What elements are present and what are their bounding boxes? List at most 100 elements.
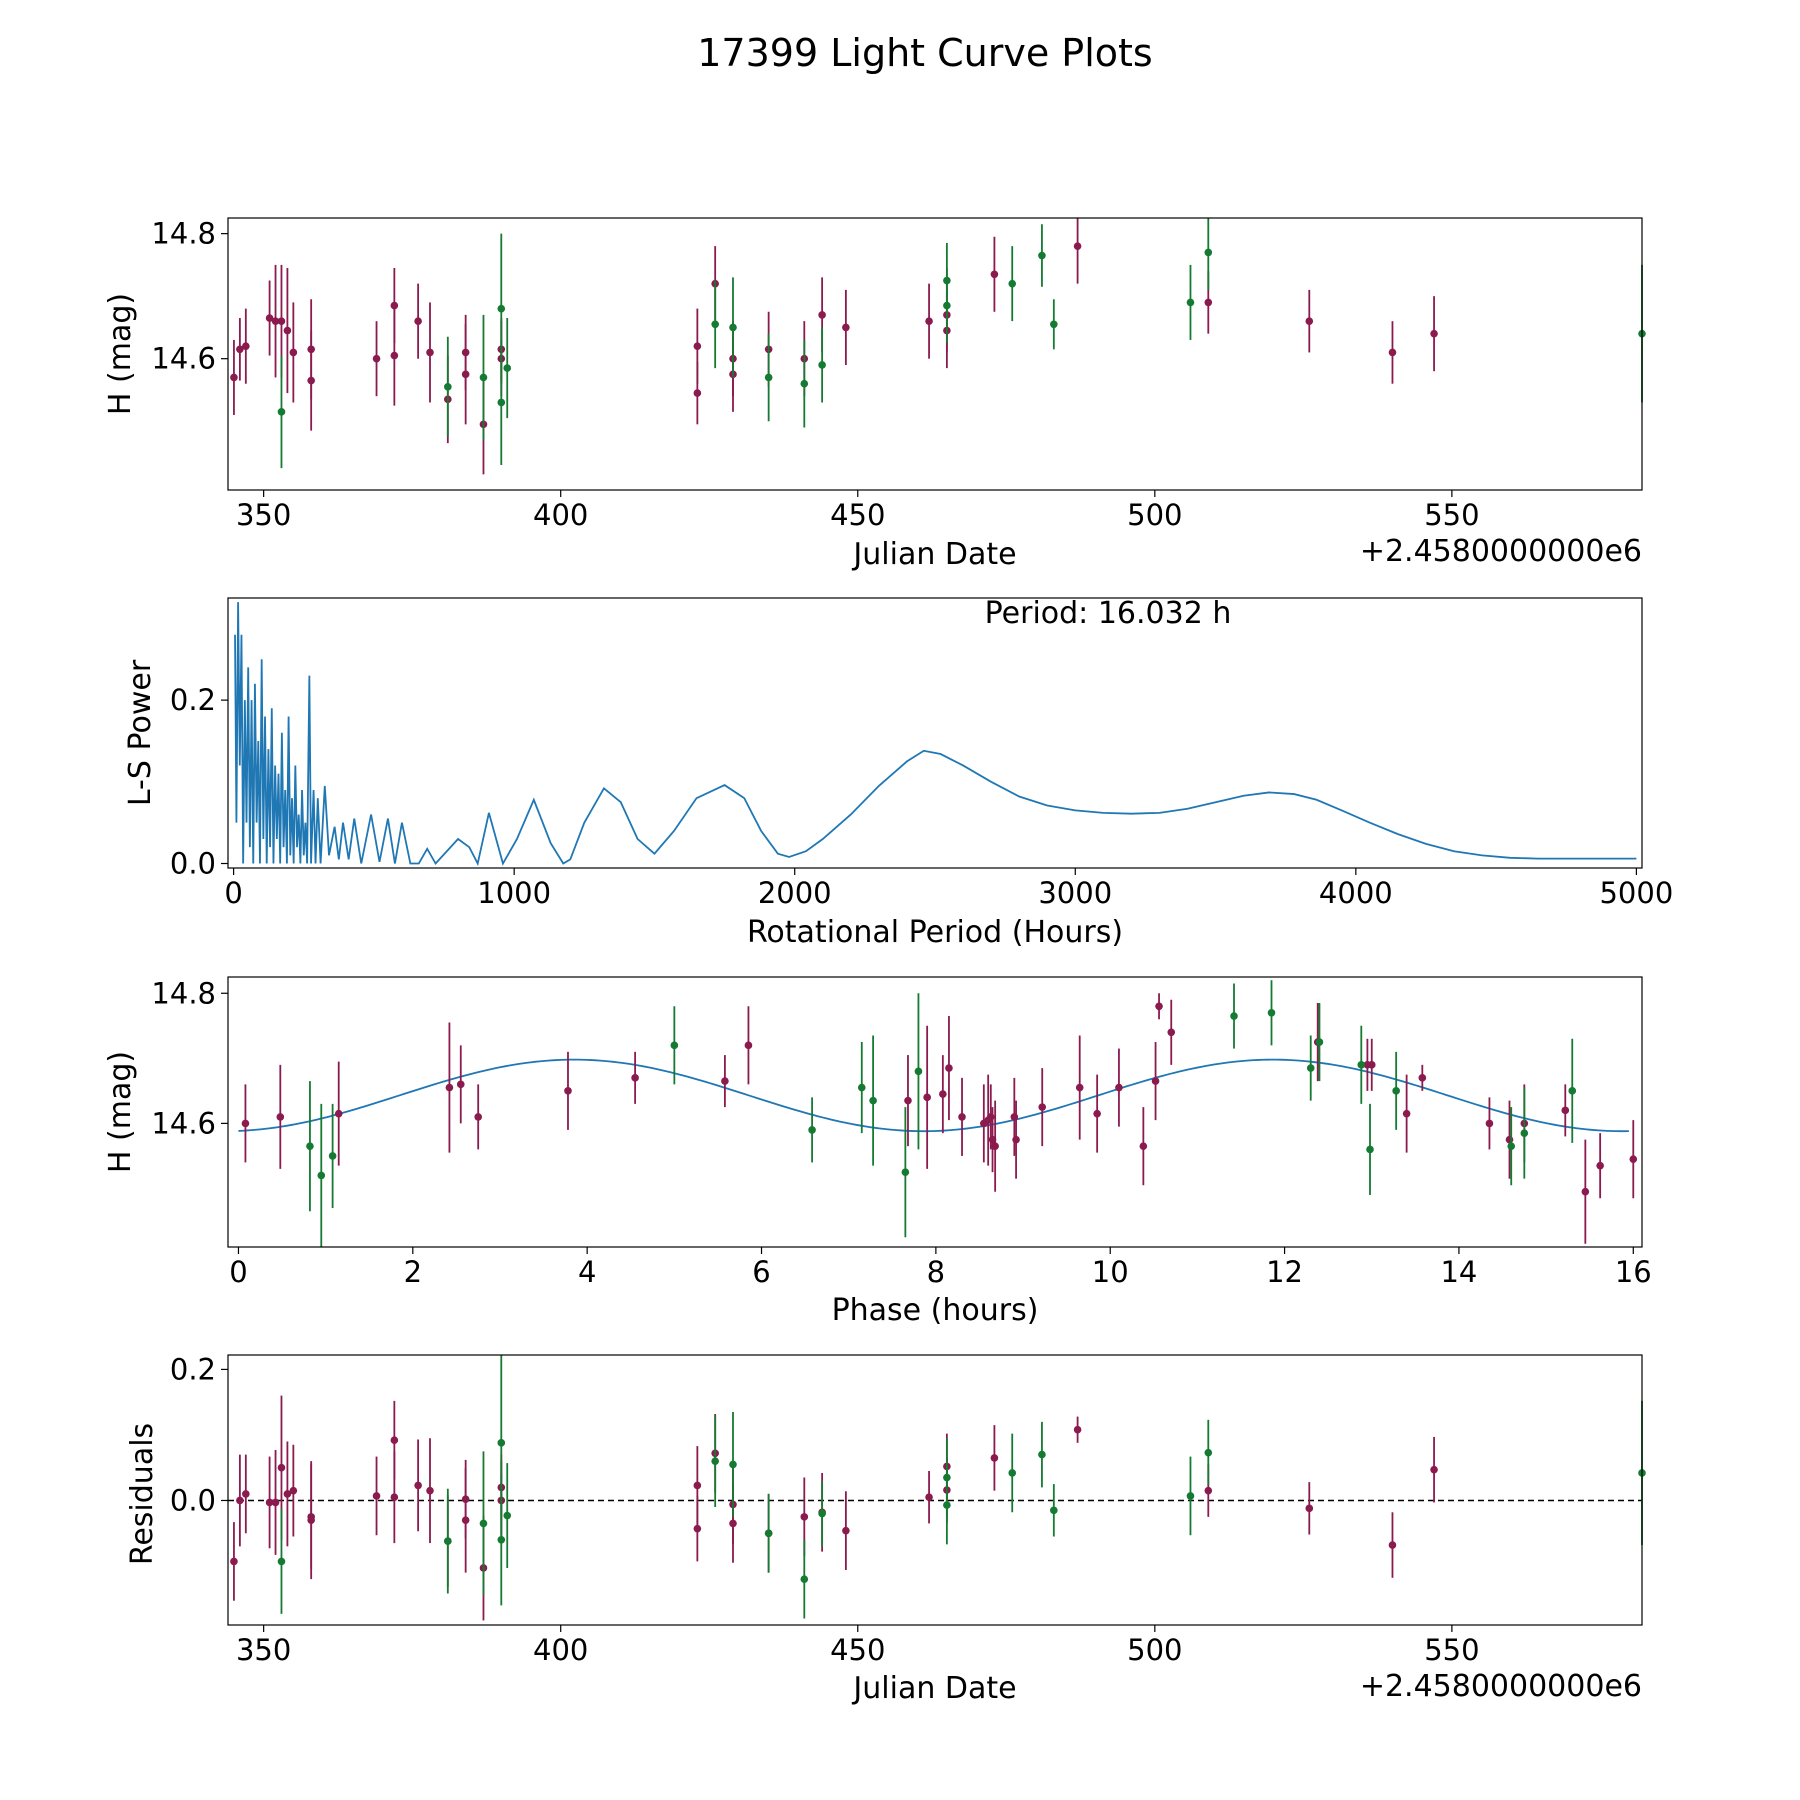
phased-point-red	[1010, 1113, 1019, 1121]
periodogram-ytick-label: 0.0	[170, 847, 216, 881]
phased-point-green	[914, 1067, 923, 1076]
phased-point-green	[1507, 1142, 1516, 1150]
phased-xtick-label: 2	[404, 1255, 422, 1289]
lightcurve-point-green	[729, 323, 737, 332]
lightcurve-point-red	[390, 351, 399, 360]
lightcurve-point-green	[711, 320, 719, 329]
periodogram-xtick-label: 0	[224, 876, 242, 910]
lightcurve-point-red	[236, 345, 244, 354]
residuals-point-red	[800, 1513, 809, 1521]
phased-ytick-label: 14.6	[151, 1106, 216, 1140]
phased-panel: 0 2 4 6 8 10 12 14 16 14.6 14.8 Phase (hours) H (m…	[103, 976, 1652, 1328]
phased-xtick-label: 4	[578, 1255, 596, 1289]
lightcurve-point-red	[289, 348, 298, 357]
lightcurve-point-green	[1050, 320, 1058, 329]
lightcurve-ytick-label: 14.8	[151, 217, 216, 251]
phased-xtick-label: 6	[752, 1255, 770, 1289]
lightcurve-point-green	[818, 361, 826, 369]
phased-point-red	[456, 1080, 465, 1089]
residuals-point-red	[390, 1493, 399, 1502]
phased-point-red	[1505, 1135, 1514, 1144]
residuals-xlabel: Julian Date	[851, 1671, 1016, 1706]
residuals-xtick-label: 550	[1424, 1633, 1479, 1667]
residuals-point-green	[503, 1511, 512, 1520]
lightcurve-point-green	[1038, 251, 1046, 260]
phased-point-green	[1267, 1008, 1276, 1017]
phased-xtick-label: 8	[927, 1255, 945, 1289]
phased-xtick-label: 16	[1615, 1255, 1652, 1289]
phased-xtick-label: 0	[229, 1255, 247, 1289]
lightcurve-point-red	[230, 373, 238, 382]
lightcurve-point-red	[842, 323, 850, 332]
lightcurve-point-green	[764, 373, 773, 382]
residuals-point-green	[764, 1529, 773, 1538]
residuals-ytick-label: 0.0	[170, 1483, 216, 1517]
residuals-panel: 350 400 450 500 550 0.0 0.2 Julian Date Residu…	[125, 1352, 1646, 1706]
lightcurve-point-green	[943, 301, 951, 310]
lightcurve-point-red	[1305, 317, 1314, 325]
lightcurve-point-red	[461, 370, 470, 379]
phased-point-red	[1629, 1155, 1638, 1163]
phased-point-red	[1155, 1002, 1163, 1011]
residuals-ytick-label: 0.2	[170, 1352, 216, 1386]
phased-point-green	[328, 1152, 337, 1160]
phased-point-red	[1367, 1061, 1376, 1069]
phased-point-red	[1038, 1103, 1047, 1111]
residuals-point-green	[1186, 1492, 1195, 1500]
phased-point-red	[939, 1090, 947, 1098]
phased-point-green	[306, 1142, 314, 1150]
residuals-point-green	[711, 1457, 719, 1465]
phased-model-curve	[238, 1058, 1629, 1133]
phased-point-red	[1561, 1106, 1570, 1115]
lightcurve-offset-text: +2.4580000000e6	[1360, 534, 1642, 569]
lightcurve-point-red	[693, 389, 702, 397]
phased-point-green	[1306, 1064, 1315, 1072]
lightcurve-point-red	[1073, 242, 1082, 250]
lightcurve-ylabel: H (mag)	[103, 293, 138, 415]
lightcurve-point-green	[1204, 248, 1213, 257]
lightcurve-frame	[227, 217, 1643, 491]
residuals-offset-text: +2.4580000000e6	[1360, 1669, 1642, 1704]
lightcurve-xlabel: Julian Date	[851, 537, 1016, 572]
phased-point-red	[923, 1093, 931, 1102]
residuals-point-green	[943, 1501, 951, 1509]
lightcurve-xtick-label: 550	[1424, 498, 1479, 532]
residuals-point-green	[497, 1536, 506, 1544]
residuals-point-red	[230, 1557, 238, 1566]
phased-point-green	[1357, 1061, 1366, 1069]
phased-xtick-label: 10	[1092, 1255, 1129, 1289]
lightcurve-xtick-label: 350	[236, 498, 291, 532]
lightcurve-point-red	[277, 317, 286, 325]
lightcurve-point-green	[277, 408, 286, 416]
phased-point-red	[721, 1077, 729, 1085]
lightcurve-point-red	[414, 317, 422, 325]
residuals-point-green	[277, 1557, 286, 1566]
lightcurve-xtick-label: 500	[1127, 498, 1182, 532]
residuals-point-green	[1008, 1469, 1017, 1477]
residuals-point-green	[800, 1575, 809, 1583]
residuals-xtick-label: 350	[236, 1633, 291, 1667]
lightcurve-point-red	[271, 317, 280, 325]
residuals-point-red	[1073, 1425, 1082, 1434]
lightcurve-panel: 350 400 450 500 550 14.6 14.8 Julian Date H (m…	[103, 217, 1646, 572]
phased-point-green	[1520, 1129, 1529, 1137]
residuals-point-red	[283, 1490, 292, 1498]
residuals-point-red	[990, 1454, 999, 1462]
phased-point-green	[1315, 1038, 1324, 1046]
phased-point-green	[857, 1083, 866, 1092]
lightcurve-point-red	[818, 311, 826, 319]
lightcurve-point-red	[1388, 348, 1397, 357]
lightcurve-point-red	[990, 270, 999, 279]
lightcurve-point-green	[497, 304, 506, 313]
phased-point-green	[670, 1041, 679, 1050]
periodogram-xtick-label: 1000	[477, 876, 551, 910]
lightcurve-ytick-label: 14.6	[151, 342, 216, 376]
phased-point-red	[988, 1135, 997, 1144]
phased-point-red	[744, 1041, 753, 1050]
phased-ylabel: H (mag)	[103, 1051, 138, 1173]
phased-point-red	[1581, 1187, 1590, 1196]
phased-point-red	[1485, 1119, 1494, 1128]
lightcurve-point-red	[426, 348, 434, 357]
periodogram-line	[234, 602, 1637, 867]
